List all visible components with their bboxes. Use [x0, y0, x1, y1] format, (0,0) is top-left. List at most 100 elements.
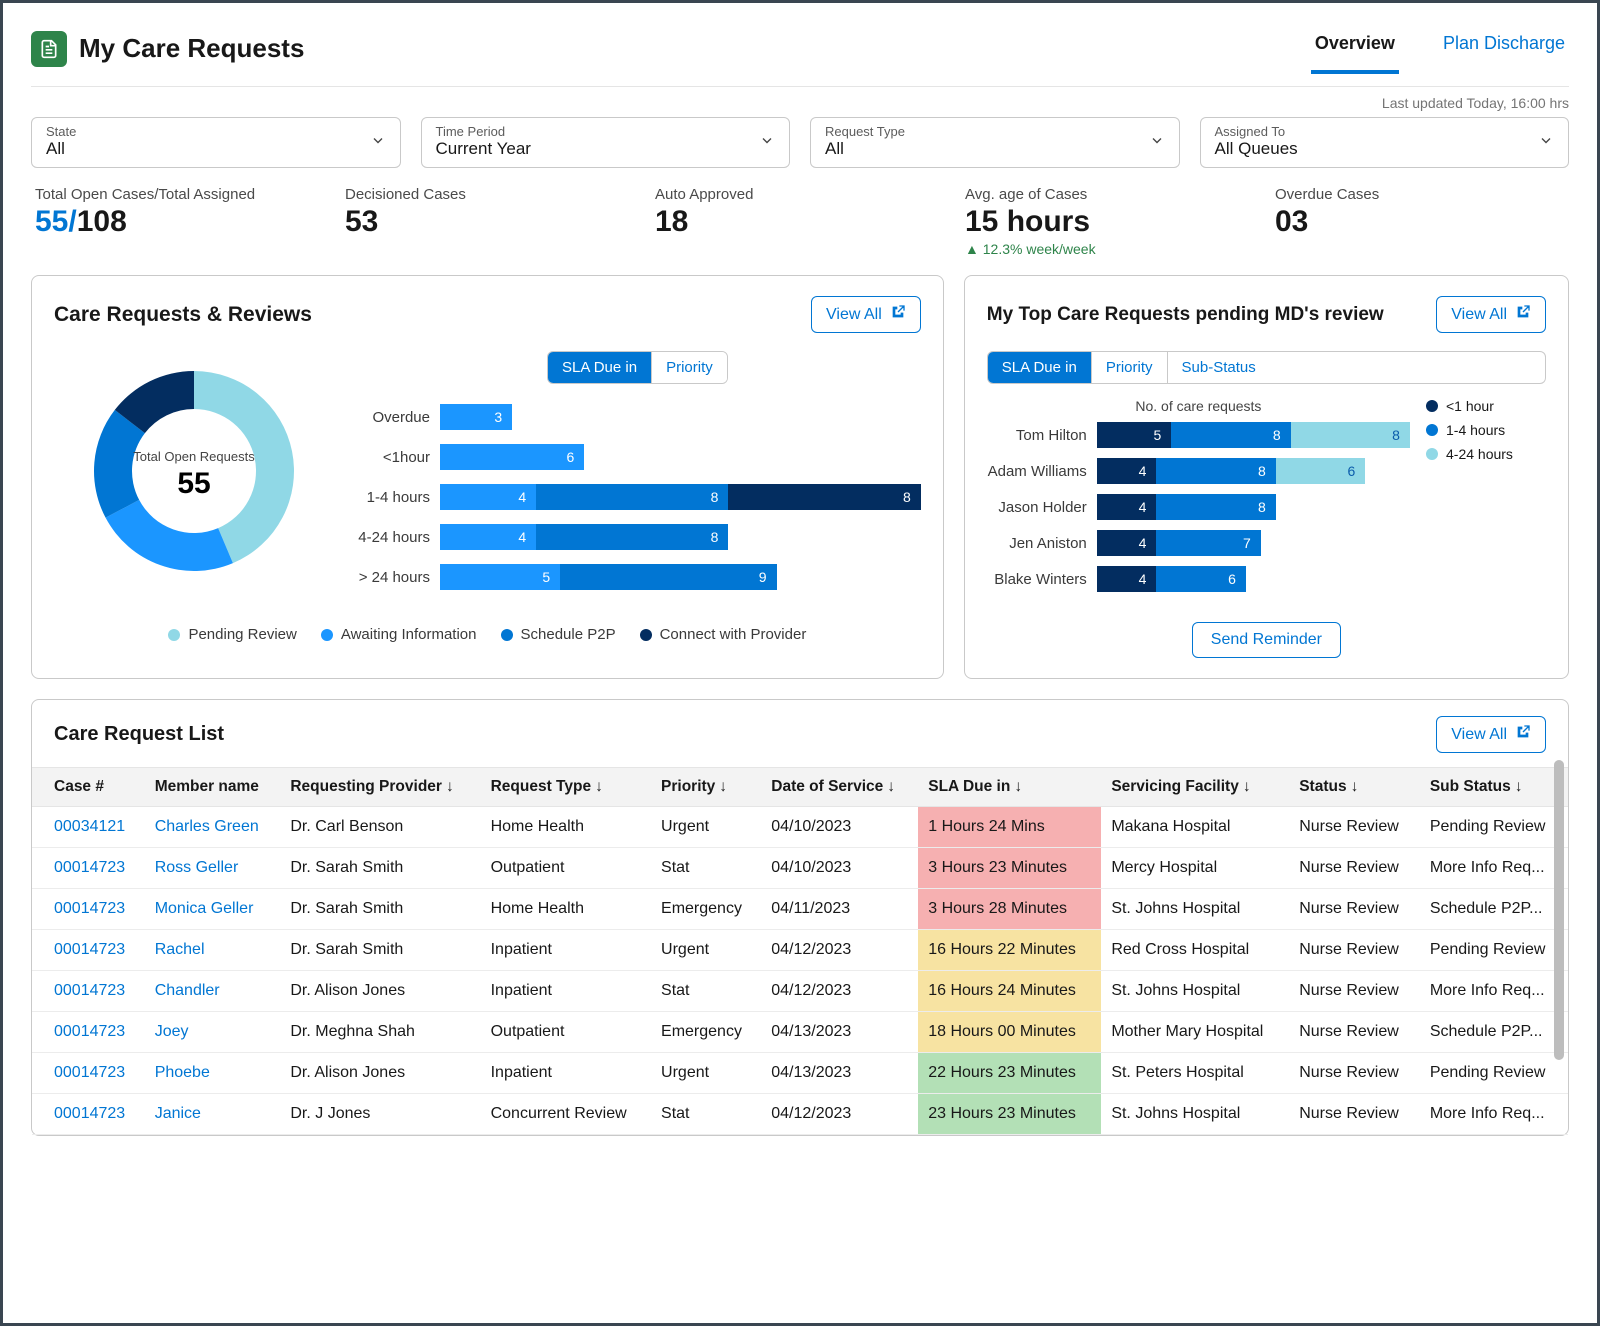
- kpi-label: Decisioned Cases: [345, 186, 635, 203]
- member-link[interactable]: Rachel: [155, 941, 205, 958]
- member-link[interactable]: Chandler: [155, 982, 220, 999]
- bar-row: Overdue3: [354, 404, 921, 430]
- case-link[interactable]: 00014723: [54, 1064, 125, 1081]
- bar-label: Jason Holder: [987, 499, 1097, 516]
- cell-sla: 16 Hours 24 Minutes: [918, 971, 1101, 1012]
- column-header[interactable]: Member name: [145, 768, 281, 807]
- filter-value: Current Year: [436, 139, 776, 159]
- cell-member: Charles Green: [145, 807, 281, 848]
- seg-btn-priority[interactable]: Priority: [1092, 352, 1168, 383]
- donut-center-label: Total Open Requests: [133, 449, 255, 464]
- legend-swatch: [1426, 400, 1438, 412]
- seg-btn-sla-due-in[interactable]: SLA Due in: [988, 352, 1092, 383]
- filter-state[interactable]: StateAll: [31, 117, 401, 168]
- column-header[interactable]: Requesting Provider↓: [280, 768, 480, 807]
- column-header[interactable]: Status↓: [1289, 768, 1420, 807]
- filter-request-type[interactable]: Request TypeAll: [810, 117, 1180, 168]
- column-header[interactable]: Request Type↓: [481, 768, 651, 807]
- bar-segment: 5: [1097, 422, 1172, 448]
- cell-case: 00014723: [32, 930, 145, 971]
- column-header[interactable]: Case #: [32, 768, 145, 807]
- member-link[interactable]: Charles Green: [155, 818, 259, 835]
- cell-type: Inpatient: [481, 930, 651, 971]
- bar-row: Tom Hilton588: [987, 422, 1410, 448]
- bar-segment: 3: [440, 404, 512, 430]
- legend-swatch: [640, 629, 652, 641]
- case-link[interactable]: 00014723: [54, 1023, 125, 1040]
- send-reminder-button[interactable]: Send Reminder: [1192, 622, 1341, 658]
- sla-bar-chart: Overdue3<1hour61-4 hours4884-24 hours48>…: [354, 404, 921, 590]
- case-link[interactable]: 00014723: [54, 859, 125, 876]
- column-header[interactable]: Servicing Facility↓: [1101, 768, 1289, 807]
- bar-track: 48: [440, 524, 921, 550]
- tab-plan-discharge[interactable]: Plan Discharge: [1439, 23, 1569, 74]
- cell-sla: 23 Hours 23 Minutes: [918, 1094, 1101, 1135]
- legend-item: Awaiting Information: [321, 626, 477, 643]
- filter-row: StateAll Time PeriodCurrent Year Request T…: [31, 117, 1569, 168]
- legend-swatch: [321, 629, 333, 641]
- view-all-button[interactable]: View All: [1436, 296, 1546, 333]
- legend-swatch: [501, 629, 513, 641]
- cell-provider: Dr. Sarah Smith: [280, 889, 480, 930]
- bar-row: Jen Aniston47: [987, 530, 1410, 556]
- cell-facility: St. Johns Hospital: [1101, 889, 1289, 930]
- cell-facility: St. Peters Hospital: [1101, 1053, 1289, 1094]
- bar-segment: 4: [1097, 458, 1157, 484]
- scrollbar[interactable]: [1554, 760, 1564, 1060]
- cell-case: 00014723: [32, 1094, 145, 1135]
- app-icon: [31, 31, 67, 67]
- tab-overview[interactable]: Overview: [1311, 23, 1399, 74]
- member-link[interactable]: Joey: [155, 1023, 189, 1040]
- view-all-label: View All: [1451, 306, 1507, 324]
- cell-type: Inpatient: [481, 971, 651, 1012]
- legend-label: Awaiting Information: [341, 626, 477, 643]
- sort-icon: ↓: [719, 778, 727, 795]
- seg-btn-priority[interactable]: Priority: [652, 352, 727, 383]
- cell-sla: 22 Hours 23 Minutes: [918, 1053, 1101, 1094]
- table-row: 00014723Ross GellerDr. Sarah SmithOutpat…: [32, 848, 1568, 889]
- column-header[interactable]: Sub Status↓: [1420, 768, 1568, 807]
- view-all-button[interactable]: View All: [811, 296, 921, 333]
- cell-facility: St. Johns Hospital: [1101, 971, 1289, 1012]
- cell-status: Nurse Review: [1289, 807, 1420, 848]
- filter-time-period[interactable]: Time PeriodCurrent Year: [421, 117, 791, 168]
- table-row: 00014723JaniceDr. J JonesConcurrent Revi…: [32, 1094, 1568, 1135]
- bar-label: Blake Winters: [987, 571, 1097, 588]
- cell-sla: 3 Hours 28 Minutes: [918, 889, 1101, 930]
- cell-substatus: More Info Req...: [1420, 971, 1568, 1012]
- cell-type: Outpatient: [481, 1012, 651, 1053]
- member-link[interactable]: Phoebe: [155, 1064, 210, 1081]
- cell-sla: 1 Hours 24 Mins: [918, 807, 1101, 848]
- cell-provider: Dr. Meghna Shah: [280, 1012, 480, 1053]
- cell-priority: Stat: [651, 848, 761, 889]
- case-link[interactable]: 00014723: [54, 982, 125, 999]
- cell-facility: Mercy Hospital: [1101, 848, 1289, 889]
- cell-member: Monica Geller: [145, 889, 281, 930]
- seg-btn-sla-due-in[interactable]: SLA Due in: [548, 352, 652, 383]
- cell-provider: Dr. J Jones: [280, 1094, 480, 1135]
- cell-dos: 04/10/2023: [761, 848, 918, 889]
- column-header[interactable]: Priority↓: [651, 768, 761, 807]
- case-link[interactable]: 00014723: [54, 1105, 125, 1122]
- seg-btn-sub-status[interactable]: Sub-Status: [1168, 352, 1270, 383]
- panel-care-request-list: Care Request List View All Case #Member …: [31, 699, 1569, 1136]
- cell-substatus: More Info Req...: [1420, 848, 1568, 889]
- cell-provider: Dr. Sarah Smith: [280, 930, 480, 971]
- column-header[interactable]: Date of Service↓: [761, 768, 918, 807]
- bar-track: 46: [1097, 566, 1410, 592]
- bar-label: Tom Hilton: [987, 427, 1097, 444]
- cell-facility: Red Cross Hospital: [1101, 930, 1289, 971]
- member-link[interactable]: Ross Geller: [155, 859, 239, 876]
- member-link[interactable]: Janice: [155, 1105, 201, 1122]
- case-link[interactable]: 00034121: [54, 818, 125, 835]
- case-link[interactable]: 00014723: [54, 900, 125, 917]
- view-all-button[interactable]: View All: [1436, 716, 1546, 753]
- sort-icon: ↓: [887, 778, 895, 795]
- external-icon: [1515, 724, 1531, 745]
- column-header[interactable]: SLA Due in↓: [918, 768, 1101, 807]
- member-link[interactable]: Monica Geller: [155, 900, 254, 917]
- filter-assigned-to[interactable]: Assigned ToAll Queues: [1200, 117, 1570, 168]
- kpi-label: Auto Approved: [655, 186, 945, 203]
- filter-label: Request Type: [825, 124, 1165, 139]
- case-link[interactable]: 00014723: [54, 941, 125, 958]
